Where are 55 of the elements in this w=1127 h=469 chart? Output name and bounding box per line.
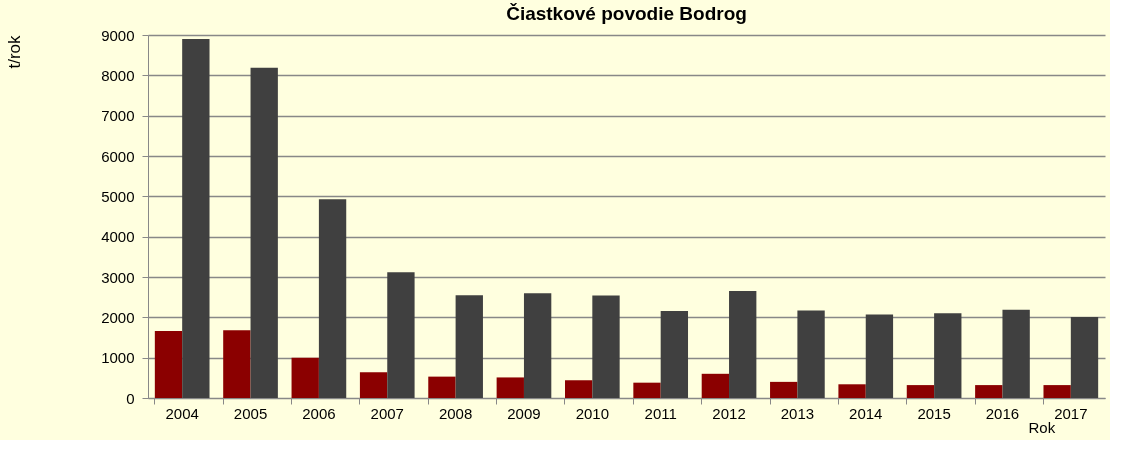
bar (865, 314, 894, 398)
bar (428, 376, 456, 398)
bar (729, 291, 757, 398)
bar (564, 380, 593, 398)
bar (1070, 316, 1099, 398)
bar (291, 357, 319, 398)
bar (975, 385, 1003, 398)
x-tick-label: 2006 (302, 404, 336, 422)
x-tick-label: 2010 (575, 404, 610, 422)
x-tick-label: 2016 (985, 404, 1020, 422)
bar (154, 331, 183, 398)
x-axis-title: Rok (1028, 418, 1056, 436)
x-tick-label: 2015 (917, 404, 951, 422)
bar (250, 67, 278, 398)
x-tick-label: 2004 (165, 404, 199, 422)
bar (523, 293, 552, 398)
y-tick-label: 8000 (101, 66, 135, 84)
y-axis-title: t/rok (4, 35, 24, 69)
x-tick-label: 2011 (644, 404, 677, 422)
bar (318, 199, 347, 398)
y-tick-label: 1000 (101, 349, 135, 367)
bar (387, 272, 415, 398)
bar (182, 39, 210, 398)
bar (1043, 385, 1071, 398)
y-tick-label: 0 (126, 389, 135, 407)
bar (770, 381, 798, 398)
bar (496, 377, 524, 398)
y-tick-label: 3000 (101, 268, 135, 286)
bar (701, 373, 730, 398)
bar (906, 385, 935, 398)
x-tick-label: 2007 (370, 404, 404, 422)
bar (797, 310, 825, 398)
bar (633, 382, 661, 398)
y-tick-label: 7000 (101, 107, 135, 125)
x-tick-label: 2012 (712, 404, 746, 422)
x-tick-label: 2017 (1054, 404, 1088, 422)
bar (1002, 309, 1030, 398)
x-tick-label: 2009 (507, 404, 541, 422)
chart-title: Čiastkové povodie Bodrog (506, 3, 747, 24)
x-tick-label: 2013 (780, 404, 815, 422)
bar (838, 384, 866, 398)
bar (223, 330, 251, 398)
y-tick-label: 6000 (101, 147, 135, 165)
bar (660, 310, 689, 398)
y-tick-label: 9000 (101, 26, 135, 44)
bar (455, 295, 483, 398)
bar (934, 313, 962, 398)
y-tick-label: 4000 (101, 228, 135, 246)
bar (359, 372, 388, 398)
y-tick-label: 2000 (101, 308, 135, 326)
x-tick-label: 2005 (233, 404, 268, 422)
y-tick-label: 5000 (101, 187, 135, 205)
x-tick-label: 2014 (849, 404, 883, 422)
bar (592, 295, 620, 398)
x-tick-label: 2008 (438, 404, 473, 422)
